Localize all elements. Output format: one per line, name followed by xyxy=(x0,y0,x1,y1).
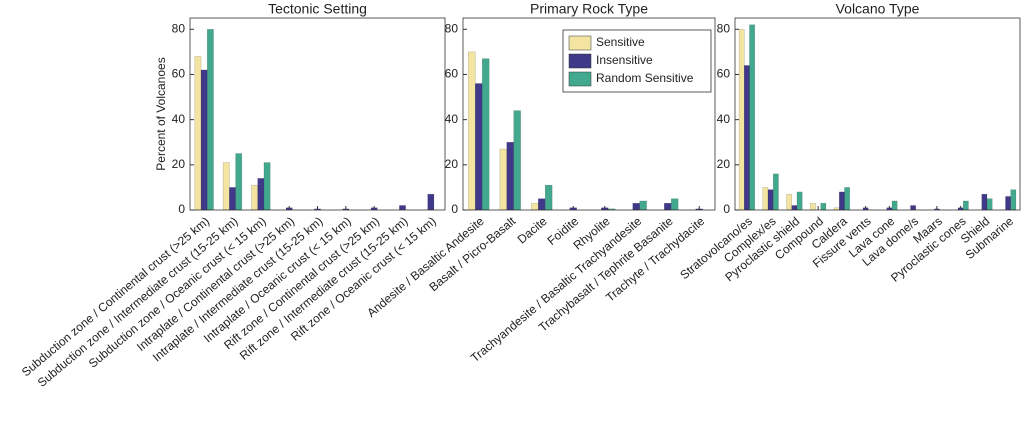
bar xyxy=(986,198,993,211)
y-tick-label: 20 xyxy=(445,157,459,171)
bar xyxy=(791,205,798,211)
bar xyxy=(513,110,521,211)
panel-title: Volcano Type xyxy=(836,1,920,17)
bar xyxy=(738,29,745,211)
legend-label: Sensitive xyxy=(596,35,645,49)
bar xyxy=(772,173,779,211)
bar xyxy=(207,29,214,211)
y-tick-label: 60 xyxy=(172,67,186,81)
y-tick-label: 80 xyxy=(172,21,186,35)
y-tick-label: 40 xyxy=(172,112,186,126)
bar xyxy=(263,162,271,211)
y-tick-label: 0 xyxy=(723,202,730,216)
bar xyxy=(744,65,750,211)
bar xyxy=(664,202,672,211)
bar xyxy=(481,58,490,211)
panel-title: Primary Rock Type xyxy=(530,1,648,17)
legend-label: Insensitive xyxy=(596,53,653,67)
y-tick-label: 20 xyxy=(717,157,731,171)
bar xyxy=(531,202,539,211)
bar xyxy=(891,200,898,211)
bar xyxy=(544,184,553,211)
bar xyxy=(1010,189,1017,211)
legend-swatch xyxy=(568,35,592,51)
bar xyxy=(839,191,845,211)
legend-label: Random Sensitive xyxy=(596,71,694,85)
y-tick-label: 60 xyxy=(445,67,459,81)
legend-swatch xyxy=(568,71,592,87)
bar xyxy=(475,83,483,211)
x-tick-label: Dacite xyxy=(515,214,550,247)
y-tick-label: 80 xyxy=(717,21,731,35)
bar xyxy=(1005,196,1011,211)
x-tick-label: Subduction zone / Continental crust (>25… xyxy=(19,214,212,379)
y-tick-label: 0 xyxy=(178,202,185,216)
y-axis-label: Percent of Volcanoes xyxy=(154,57,168,170)
bar xyxy=(251,184,258,211)
axes-frame xyxy=(462,17,716,211)
bar xyxy=(670,198,679,211)
y-tick-label: 80 xyxy=(445,21,459,35)
bar xyxy=(257,178,265,211)
bar xyxy=(910,205,916,211)
bar xyxy=(810,202,816,211)
bar xyxy=(222,162,230,211)
bar xyxy=(229,187,236,211)
y-tick-label: 40 xyxy=(445,112,459,126)
bar xyxy=(749,24,755,211)
bar xyxy=(399,205,406,211)
bar xyxy=(767,189,774,211)
bar xyxy=(632,202,640,211)
bar xyxy=(468,51,476,211)
y-tick-label: 0 xyxy=(451,202,458,216)
bar xyxy=(796,191,803,211)
y-tick-label: 60 xyxy=(717,67,731,81)
bar xyxy=(639,200,647,211)
axes-frame xyxy=(189,17,446,211)
bar xyxy=(506,141,514,211)
bar xyxy=(538,198,546,211)
legend-swatch xyxy=(568,53,592,69)
bar xyxy=(844,187,850,211)
bar xyxy=(499,148,508,211)
bar xyxy=(786,193,793,211)
axes-frame xyxy=(734,17,1021,211)
bar xyxy=(194,56,202,211)
bar xyxy=(200,69,208,211)
bar xyxy=(235,153,243,211)
x-tick-label: Subduction zone / Intermediate crust (15… xyxy=(35,214,241,390)
bar xyxy=(820,202,827,211)
bar xyxy=(427,193,435,211)
bar xyxy=(962,200,969,211)
panel-title: Tectonic Setting xyxy=(268,1,367,17)
bar xyxy=(981,193,988,211)
y-tick-label: 20 xyxy=(172,157,186,171)
bar xyxy=(762,187,769,211)
y-tick-label: 40 xyxy=(717,112,731,126)
